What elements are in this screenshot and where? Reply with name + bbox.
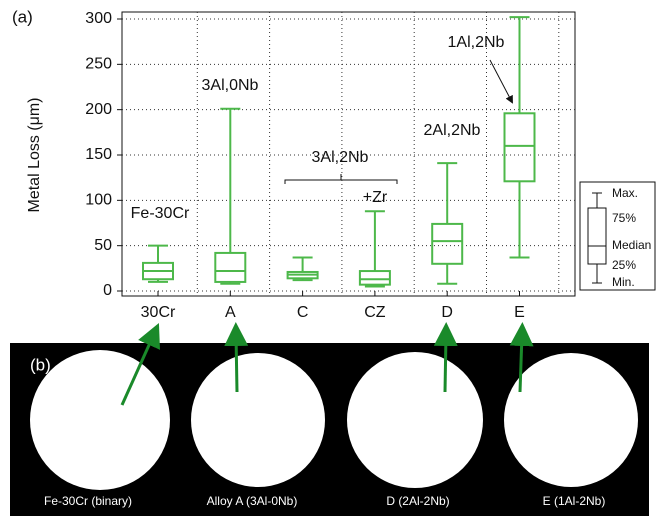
y-axis-label: Metal Loss (μm): [26, 97, 43, 212]
annotation: 3Al,2Nb: [312, 149, 369, 166]
annotation: 2Al,2Nb: [424, 122, 481, 139]
x-tick-label: A: [225, 304, 236, 321]
panel-label: (b): [30, 355, 51, 374]
y-tick-label: 100: [85, 192, 112, 209]
annotation: 3Al,0Nb: [202, 77, 259, 94]
legend-label: 75%: [612, 211, 636, 225]
annotation: +Zr: [363, 189, 388, 206]
y-tick-label: 150: [85, 146, 112, 163]
sample-image: [504, 353, 638, 487]
box: [360, 271, 390, 285]
x-tick-label: C: [297, 304, 309, 321]
y-tick-label: 250: [85, 56, 112, 73]
bracket: [285, 174, 397, 184]
y-tick-label: 200: [85, 101, 112, 118]
y-tick-label: 300: [85, 10, 112, 27]
annotation-arrow: [490, 60, 512, 102]
legend-label: Min.: [612, 275, 635, 289]
y-tick-label: 50: [94, 237, 112, 254]
x-tick-label: CZ: [364, 304, 386, 321]
annotation: (a): [12, 7, 33, 26]
legend-label: Median: [612, 238, 651, 252]
sample-image: [347, 352, 483, 488]
x-tick-label: D: [441, 304, 453, 321]
figure: Metal Loss (μm) (b) Fe-30Cr (binary) All…: [0, 0, 659, 516]
image-caption: Alloy A (3Al-0Nb): [207, 494, 298, 508]
legend-label: Max.: [612, 186, 638, 200]
image-caption: E (1Al-2Nb): [543, 494, 606, 508]
sample-image: [30, 350, 170, 490]
sample-image: [191, 353, 325, 487]
box: [215, 253, 245, 282]
box: [505, 113, 535, 181]
image-caption: D (2Al-2Nb): [386, 494, 449, 508]
x-tick-label: E: [514, 304, 525, 321]
box: [432, 224, 462, 264]
image-caption: Fe-30Cr (binary): [44, 494, 132, 508]
legend-label: 25%: [612, 258, 636, 272]
annotation: Fe-30Cr: [131, 205, 190, 222]
y-tick-label: 0: [103, 282, 112, 299]
annotation: 1Al,2Nb: [448, 34, 505, 51]
x-tick-label: 30Cr: [141, 304, 176, 321]
